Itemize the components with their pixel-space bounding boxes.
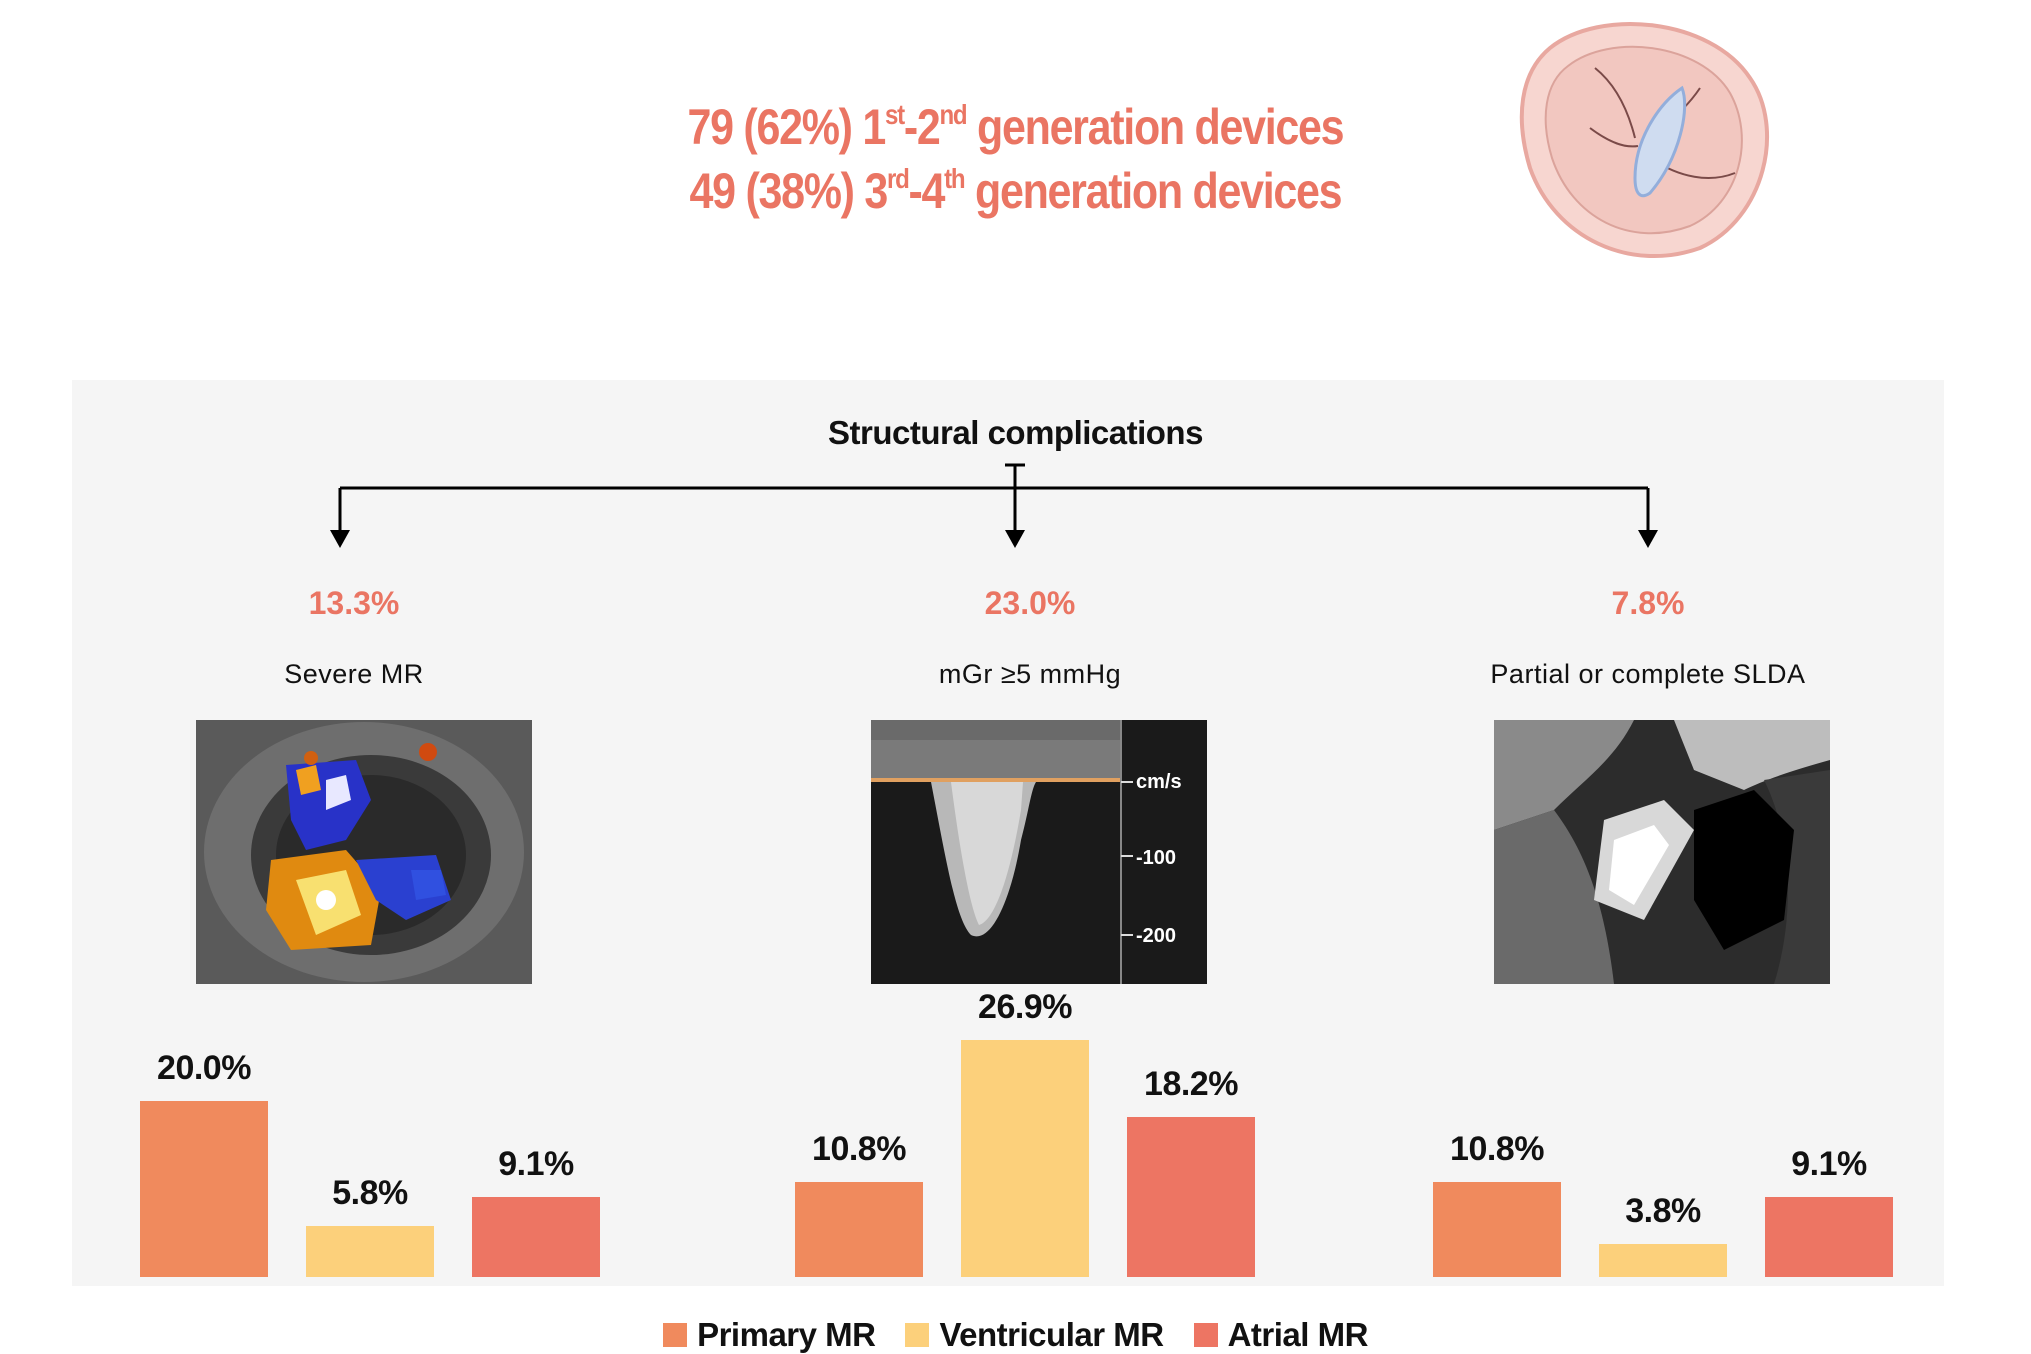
- legend-item-ventricular: Ventricular MR: [905, 1316, 1164, 1354]
- header-line-1: 79 (62%) 1st-2nd generation devices: [687, 99, 1345, 155]
- legend-item-atrial: Atrial MR: [1193, 1316, 1369, 1354]
- bar-atrial-group-1: [472, 1196, 600, 1277]
- bar-label-primary-group-1: 20.0%: [157, 1049, 251, 1087]
- legend: Primary MR Ventricular MR Atrial MR: [0, 1316, 2031, 1354]
- color-doppler-image: [196, 720, 532, 984]
- chart-title: Structural complications: [828, 414, 1203, 451]
- bar-ventricular-group-2: [961, 1040, 1089, 1277]
- bar-label-primary-group-2: 10.8%: [812, 1129, 906, 1168]
- overall-pct-slda: 7.8%: [1611, 585, 1685, 621]
- category-severe-mr: Severe MR: [284, 659, 424, 689]
- bar-primary-group-3: [1433, 1181, 1561, 1277]
- bar-label-ventricular-group-1: 5.8%: [332, 1173, 408, 1212]
- bar-atrial-group-3: [1765, 1196, 1893, 1277]
- legend-label-primary: Primary MR: [697, 1316, 876, 1353]
- image-scale-200: -200: [1136, 925, 1176, 947]
- legend-swatch-ventricular: [905, 1323, 930, 1347]
- bar-primary-group-2: [795, 1181, 923, 1277]
- bar-ventricular-group-1: [306, 1225, 434, 1277]
- header-line-2: 49 (38%) 3rd-4th generation devices: [689, 163, 1343, 219]
- category-mgr: mGr ≥5 mmHg: [938, 659, 1122, 689]
- bar-label-primary-group-3: 10.8%: [1450, 1129, 1544, 1168]
- bar-label-ventricular-group-3: 3.8%: [1625, 1191, 1701, 1230]
- overall-pct-mgr: 23.0%: [984, 585, 1076, 621]
- legend-swatch-primary: [663, 1323, 688, 1347]
- bar-label-ventricular-group-2: 26.9%: [978, 988, 1072, 1027]
- legend-label-atrial: Atrial MR: [1227, 1316, 1369, 1353]
- echo-slda-image: [1494, 720, 1830, 984]
- bar-label-atrial-group-3: 9.1%: [1791, 1144, 1867, 1183]
- image-scale-100: -100: [1136, 847, 1176, 869]
- image-scale-unit: cm/s: [1136, 771, 1182, 793]
- category-slda: Partial or complete SLDA: [1490, 659, 1806, 689]
- legend-swatch-atrial: [1193, 1323, 1218, 1347]
- bar-label-atrial-group-2: 18.2%: [1144, 1064, 1238, 1103]
- bar-label-atrial-group-1: 9.1%: [498, 1144, 574, 1183]
- bar-primary-group-1: [140, 1101, 268, 1277]
- bar-atrial-group-2: [1127, 1116, 1255, 1277]
- doppler-spectrum-image: cm/s -100 -200: [871, 720, 1207, 984]
- overall-pct-severe-mr: 13.3%: [308, 585, 400, 621]
- mitral-valve-illustration: [1519, 22, 1770, 258]
- legend-item-primary: Primary MR: [663, 1316, 876, 1354]
- bar-ventricular-group-3: [1599, 1243, 1727, 1277]
- legend-label-ventricular: Ventricular MR: [939, 1316, 1164, 1353]
